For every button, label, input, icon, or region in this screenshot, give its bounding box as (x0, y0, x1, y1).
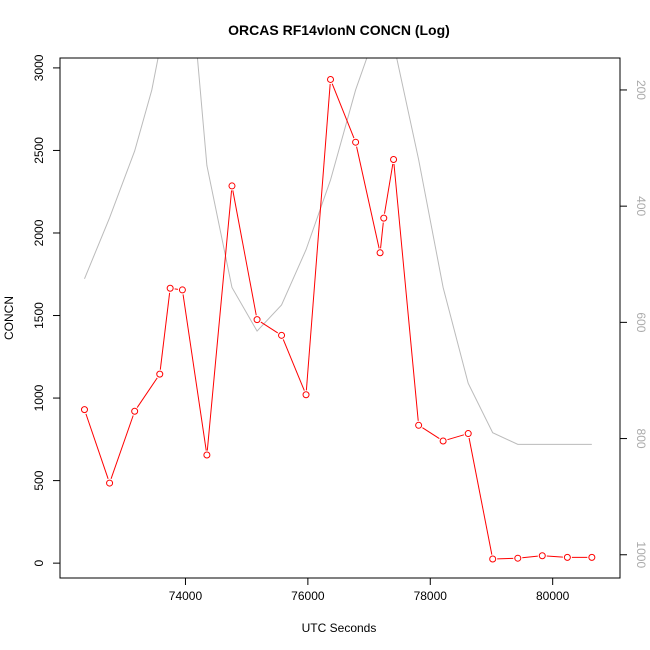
data-point (166, 284, 174, 292)
y-tick-label: 1000 (32, 384, 46, 411)
data-point (203, 451, 211, 459)
primary-series-segment (380, 222, 384, 249)
x-tick-label: 74000 (169, 589, 203, 603)
data-point (464, 430, 472, 438)
data-point (563, 553, 571, 561)
primary-series-segment (356, 146, 380, 249)
data-point (538, 552, 546, 560)
data-point (80, 406, 88, 414)
primary-series-segment (393, 163, 419, 421)
primary-series-segment (110, 415, 134, 479)
data-point (131, 407, 139, 415)
data-point (588, 553, 596, 561)
data-point (327, 75, 335, 83)
secondary-series-line (84, 58, 592, 445)
y2-tick-label: 200 (634, 80, 648, 100)
y2-tick-label: 1000 (634, 541, 648, 568)
data-point (178, 286, 186, 294)
secondary-series (84, 58, 592, 445)
data-point (489, 555, 497, 563)
x-tick-label: 80000 (536, 589, 570, 603)
y-tick-label: 3000 (32, 54, 46, 81)
y-tick-label: 2000 (32, 219, 46, 246)
x-tick-label: 78000 (414, 589, 448, 603)
primary-series-segment (182, 294, 207, 451)
primary-series-segment (522, 555, 538, 559)
chart-title: ORCAS RF14vlonN CONCN (Log) (228, 22, 450, 38)
primary-series-segment (232, 190, 257, 316)
secondary-y-axis: 200 400 600 800 1000 (620, 80, 648, 568)
primary-series (80, 75, 596, 563)
y2-tick-label: 400 (634, 196, 648, 216)
primary-series-segment (260, 321, 279, 334)
data-point (390, 156, 398, 164)
y-tick-label: 0 (32, 559, 46, 566)
data-point (415, 421, 423, 429)
x-axis-label: UTC Seconds (302, 621, 377, 635)
primary-series-segment (305, 83, 331, 391)
data-point (514, 554, 522, 562)
primary-series-segment (497, 557, 514, 560)
data-point (106, 479, 114, 487)
data-point (439, 437, 447, 445)
data-point (352, 138, 360, 146)
data-point (156, 370, 164, 378)
data-point (376, 249, 384, 257)
data-point (380, 214, 388, 222)
primary-series-segment (206, 190, 233, 451)
y-axis: 0 500 1000 1500 2000 2500 3000 (32, 54, 60, 566)
primary-series-segment (331, 83, 355, 139)
primary-series-segment (422, 427, 440, 439)
data-point (253, 316, 261, 324)
x-tick-label: 76000 (291, 589, 325, 603)
primary-series-segment (447, 434, 465, 441)
x-axis: 74000 76000 78000 80000 (169, 578, 570, 603)
y2-tick-label: 800 (634, 429, 648, 449)
data-point (278, 331, 286, 339)
primary-series-segment (546, 555, 563, 558)
y-tick-label: 500 (32, 470, 46, 490)
primary-series-segment (282, 339, 305, 391)
primary-series-segment (159, 292, 171, 370)
data-point (302, 391, 310, 399)
y-tick-label: 1500 (32, 302, 46, 329)
primary-series-segment (384, 163, 394, 214)
y2-tick-label: 600 (634, 312, 648, 332)
primary-series-segment (136, 377, 158, 408)
y-axis-label: CONCN (2, 296, 16, 340)
primary-series-segment (85, 413, 109, 479)
plot-frame (59, 57, 621, 579)
y-tick-label: 2500 (32, 137, 46, 164)
primary-series-segment (468, 437, 493, 555)
data-point (228, 182, 236, 190)
